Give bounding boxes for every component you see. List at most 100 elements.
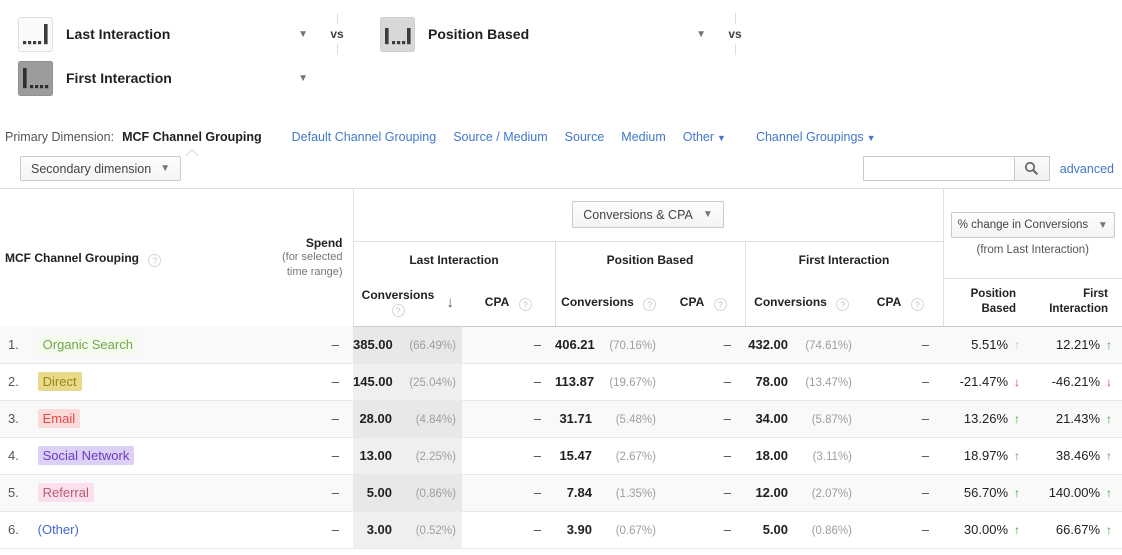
fi-cpa-value: – — [858, 326, 944, 364]
spend-value: – — [240, 511, 353, 549]
li-cpa-value: – — [462, 326, 555, 364]
conversions-share: (2.25%) — [415, 451, 456, 463]
pb-conversions-value: 3.90 (0.67%) — [555, 511, 662, 549]
search-input[interactable] — [862, 156, 1015, 181]
conversions-number: 406.21 — [555, 337, 595, 352]
conversions-number: 113.87 — [555, 374, 595, 389]
conversions-header-label: Conversions — [361, 288, 435, 303]
search-button[interactable] — [1013, 156, 1050, 181]
pb-cpa-value: – — [662, 511, 745, 549]
chevron-down-icon — [298, 29, 308, 40]
dimension-tab-source-medium[interactable]: Source / Medium — [453, 130, 548, 144]
dimension-tab-default-channel-grouping[interactable]: Default Channel Grouping — [291, 130, 437, 144]
trend-up-icon — [1014, 486, 1020, 500]
conversions-share: (13.47%) — [805, 377, 852, 389]
spend-value: – — [240, 474, 353, 512]
channel-badge: Referral — [37, 483, 94, 502]
change-percent: 5.51% — [971, 337, 1009, 352]
pb-cpa-column-header[interactable]: CPA — [662, 278, 745, 327]
fi-change-value: 140.00% — [1030, 474, 1122, 512]
model-selector-position-based[interactable]: Position Based — [380, 16, 706, 52]
metric-selector-area: Conversions & CPA — [352, 189, 944, 241]
change-percent: 13.26% — [963, 411, 1009, 426]
pct-first-interaction-column-header[interactable]: First Interaction — [1030, 278, 1122, 327]
table-row: 1. Organic Search – 385.00 (66.49%) – 406… — [0, 326, 1122, 364]
conversions-number: 5.00 — [366, 485, 392, 500]
model-selector-label: First Interaction — [66, 70, 172, 86]
fi-change-value: 21.43% — [1030, 400, 1122, 438]
position-based-model-icon — [380, 16, 415, 52]
channel-cell: 2. Direct — [0, 363, 240, 401]
spend-subheader: time range) — [286, 265, 343, 278]
group-header-position-based: Position Based — [554, 240, 745, 278]
metric-selector-dropdown[interactable]: Conversions & CPA — [572, 201, 724, 229]
trend-up-icon — [1106, 486, 1112, 500]
row-number: 5. — [8, 485, 19, 500]
pb-change-value: 5.51% — [943, 326, 1031, 364]
pb-cpa-value: – — [662, 474, 745, 512]
primary-dimension-bar: Primary Dimension: MCF Channel Grouping … — [0, 126, 1122, 148]
group-header-label: First Interaction — [798, 252, 890, 267]
fi-conversions-column-header[interactable]: Conversions — [744, 278, 858, 327]
dimension-column-header[interactable]: MCF Channel Grouping — [0, 189, 240, 326]
change-percent: -21.47% — [959, 374, 1009, 389]
conversions-share: (0.67%) — [615, 525, 656, 537]
help-icon[interactable] — [713, 297, 727, 311]
conversions-number: 15.47 — [559, 448, 592, 463]
primary-dimension-label: Primary Dimension: — [5, 130, 115, 144]
dimension-dropdown-channel-groupings[interactable]: Channel Groupings — [756, 130, 876, 144]
secondary-dimension-label: Secondary dimension — [31, 161, 152, 176]
channel-cell: 6. (Other) — [0, 511, 240, 549]
pb-conversions-value: 113.87 (19.67%) — [555, 363, 662, 401]
li-cpa-column-header[interactable]: CPA — [462, 278, 555, 327]
spend-subheader: (for selected — [281, 251, 343, 264]
trend-up-icon — [1106, 338, 1112, 352]
dimension-tab-mcf-channel-grouping[interactable]: MCF Channel Grouping — [122, 130, 262, 144]
advanced-search-link[interactable]: advanced — [1059, 161, 1114, 176]
chevron-down-icon — [160, 163, 170, 174]
cpa-header-label: CPA — [679, 294, 705, 309]
trend-down-icon — [1106, 375, 1112, 389]
help-icon[interactable] — [391, 304, 405, 318]
table-row: 5. Referral – 5.00 (0.86%) – 7.84 (1.35%) … — [0, 474, 1122, 512]
conversions-header-label: Conversions — [754, 294, 827, 309]
fi-cpa-column-header[interactable]: CPA — [858, 278, 944, 327]
change-percent: -46.21% — [1051, 374, 1101, 389]
dimension-tab-medium[interactable]: Medium — [621, 130, 666, 144]
fi-conversions-value: 18.00 (3.11%) — [745, 437, 858, 475]
pb-cpa-value: – — [662, 437, 745, 475]
li-cpa-value: – — [462, 511, 555, 549]
conversions-number: 145.00 — [353, 374, 393, 389]
trend-down-icon — [1014, 375, 1020, 389]
last-interaction-model-icon — [18, 16, 53, 52]
help-icon[interactable] — [643, 297, 657, 311]
channel-badge: (Other) — [37, 522, 79, 537]
model-selector-last-interaction[interactable]: Last Interaction — [18, 16, 308, 52]
dimension-tab-source[interactable]: Source — [564, 130, 605, 144]
help-icon[interactable] — [910, 297, 924, 311]
channel-badge: Organic Search — [37, 334, 138, 354]
help-icon[interactable] — [148, 253, 162, 267]
group-header-first-interaction: First Interaction — [744, 240, 944, 278]
li-conversions-value: 145.00 (25.04%) — [353, 363, 462, 401]
metric-selector-label: Conversions & CPA — [583, 207, 693, 222]
model-selector-first-interaction[interactable]: First Interaction — [18, 60, 308, 96]
secondary-dimension-button[interactable]: Secondary dimension — [20, 156, 182, 181]
pb-change-value: 13.26% — [943, 400, 1031, 438]
pb-conversions-column-header[interactable]: Conversions — [554, 278, 662, 327]
pct-position-based-column-header[interactable]: Position Based — [942, 278, 1031, 327]
pb-cpa-value: – — [662, 400, 745, 438]
li-conversions-column-header[interactable]: Conversions — [352, 278, 462, 327]
change-percent: 18.97% — [963, 448, 1009, 463]
trend-up-icon — [1106, 523, 1112, 537]
conversions-number: 34.00 — [755, 411, 788, 426]
dimension-dropdown-other[interactable]: Other — [683, 130, 726, 144]
pct-change-selector-dropdown[interactable]: % change in Conversions — [950, 212, 1115, 239]
conversions-share: (3.11%) — [812, 451, 852, 463]
spend-column-header[interactable]: Spend (for selected time range) — [240, 189, 354, 326]
li-conversions-value: 3.00 (0.52%) — [353, 511, 462, 549]
help-icon[interactable] — [836, 297, 850, 311]
help-icon[interactable] — [518, 297, 532, 311]
vs-divider: vs — [714, 13, 756, 55]
conversions-share: (1.35%) — [615, 488, 656, 500]
